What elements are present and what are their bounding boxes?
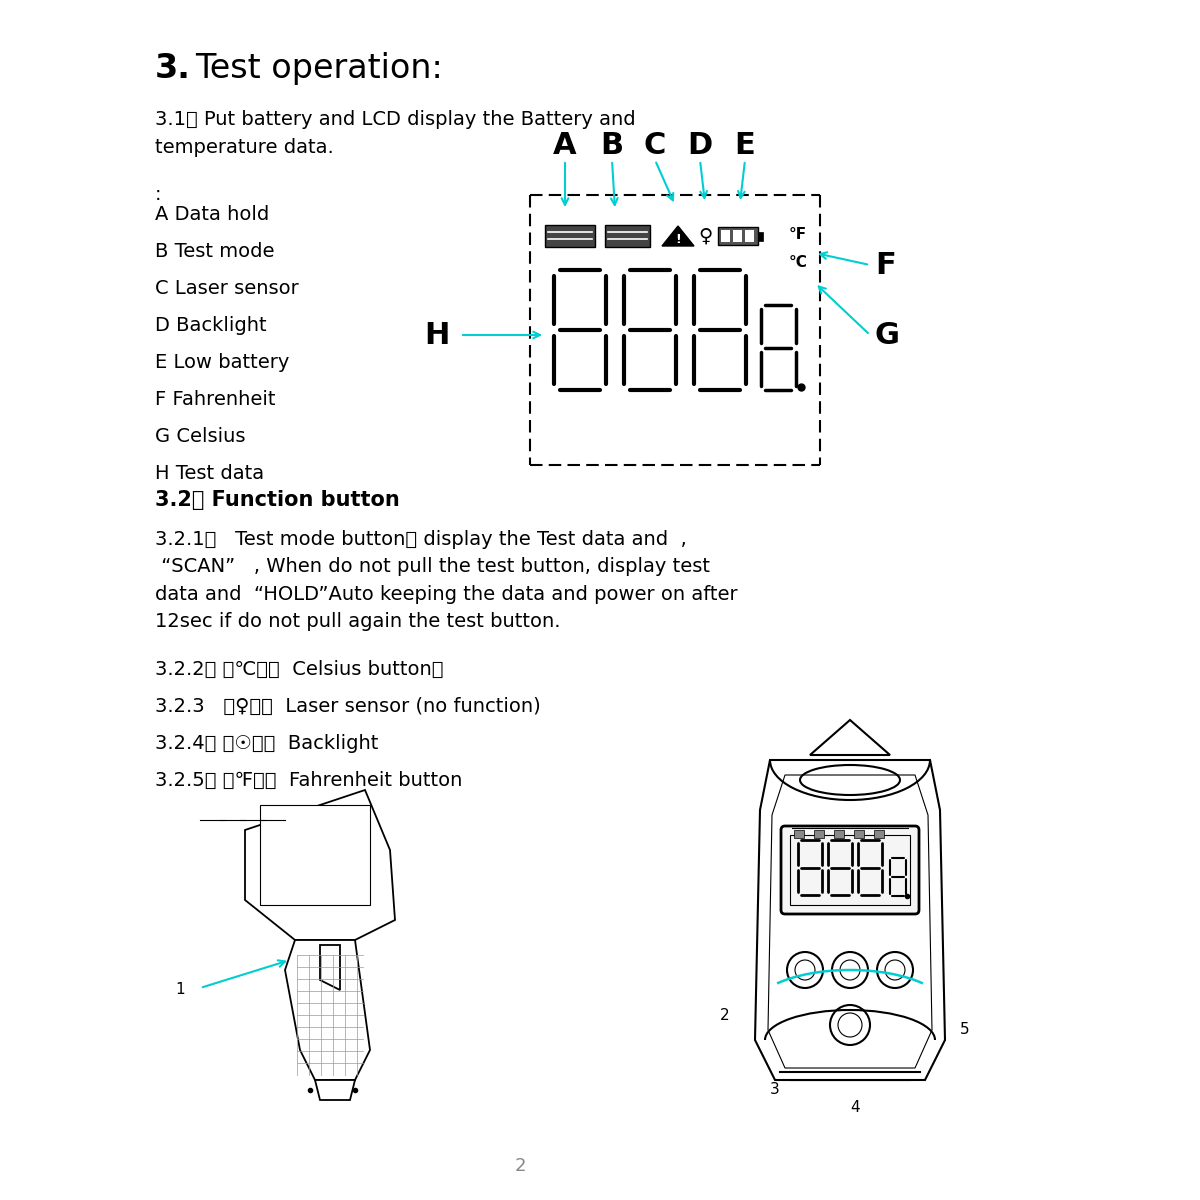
Text: 3: 3 xyxy=(770,1082,780,1098)
Polygon shape xyxy=(314,1080,355,1100)
Polygon shape xyxy=(755,760,946,1080)
Text: E Low battery: E Low battery xyxy=(155,353,289,372)
Text: C Laser sensor: C Laser sensor xyxy=(155,278,299,298)
Polygon shape xyxy=(662,226,694,246)
Bar xyxy=(790,835,910,905)
Text: 3.2.2、 （℃）：  Celsius button。: 3.2.2、 （℃）： Celsius button。 xyxy=(155,660,444,679)
Text: :: : xyxy=(155,185,162,204)
Text: !: ! xyxy=(676,233,680,246)
Text: B Test mode: B Test mode xyxy=(155,242,275,260)
Bar xyxy=(794,830,804,838)
Text: F Fahrenheit: F Fahrenheit xyxy=(155,390,276,409)
Text: G: G xyxy=(875,320,900,349)
Polygon shape xyxy=(320,946,340,990)
Polygon shape xyxy=(810,720,890,755)
Bar xyxy=(721,230,730,242)
Bar xyxy=(874,830,884,838)
Text: Test operation:: Test operation: xyxy=(194,52,443,85)
Text: °F: °F xyxy=(788,227,808,242)
Text: G Celsius: G Celsius xyxy=(155,427,246,446)
Text: D: D xyxy=(688,131,713,160)
Text: 2: 2 xyxy=(720,1008,730,1022)
Polygon shape xyxy=(286,940,370,1080)
Text: ♀: ♀ xyxy=(698,227,713,246)
Bar xyxy=(745,230,754,242)
Text: 1: 1 xyxy=(175,983,185,997)
Circle shape xyxy=(877,952,913,988)
Circle shape xyxy=(787,952,823,988)
Text: A: A xyxy=(553,131,577,160)
Text: 3.2、 Function button: 3.2、 Function button xyxy=(155,490,400,510)
Text: 3.1、 Put battery and LCD display the Battery and
temperature data.: 3.1、 Put battery and LCD display the Bat… xyxy=(155,110,636,157)
Bar xyxy=(605,226,650,247)
FancyBboxPatch shape xyxy=(781,826,919,914)
Circle shape xyxy=(832,952,868,988)
Text: E: E xyxy=(734,131,755,160)
Text: 5: 5 xyxy=(960,1022,970,1038)
Text: B: B xyxy=(600,131,624,160)
Bar xyxy=(854,830,864,838)
Bar xyxy=(758,232,763,241)
Bar xyxy=(814,830,824,838)
Text: C: C xyxy=(644,131,666,160)
Text: F: F xyxy=(875,251,895,280)
Text: 3.2.4、 （☉）：  Backlight: 3.2.4、 （☉）： Backlight xyxy=(155,734,378,754)
Text: °C: °C xyxy=(788,254,808,270)
Text: 3.2.5、 （℉）：  Fahrenheit button: 3.2.5、 （℉）： Fahrenheit button xyxy=(155,770,462,790)
Circle shape xyxy=(838,1013,862,1037)
Bar xyxy=(733,230,742,242)
Circle shape xyxy=(796,960,815,980)
Text: A Data hold: A Data hold xyxy=(155,205,269,224)
Polygon shape xyxy=(245,790,395,940)
Circle shape xyxy=(840,960,860,980)
Bar xyxy=(545,226,595,247)
Bar xyxy=(260,805,370,905)
Text: 3.: 3. xyxy=(155,52,191,85)
Text: 3.2.1、   Test mode button： display the Test data and  ,
 “SCAN”   , When do not : 3.2.1、 Test mode button： display the Tes… xyxy=(155,530,738,631)
Text: H Test data: H Test data xyxy=(155,464,264,482)
Circle shape xyxy=(886,960,905,980)
Bar xyxy=(718,227,758,245)
Bar xyxy=(834,830,844,838)
Circle shape xyxy=(830,1006,870,1045)
Text: 3.2.3   （♀）：  Laser sensor (no function): 3.2.3 （♀）： Laser sensor (no function) xyxy=(155,697,541,716)
Text: D Backlight: D Backlight xyxy=(155,316,266,335)
Text: 4: 4 xyxy=(850,1100,860,1116)
Text: H: H xyxy=(425,320,450,349)
Text: 2: 2 xyxy=(515,1157,526,1175)
